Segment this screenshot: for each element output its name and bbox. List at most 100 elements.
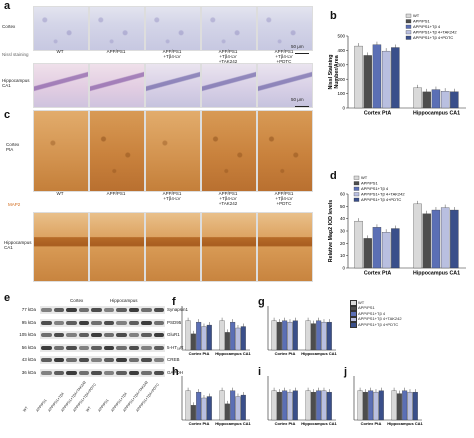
legend-swatch xyxy=(405,24,412,29)
map2-group-label-5: APP/PS1 +Tβ4-LV +PDTC xyxy=(274,191,294,206)
bar xyxy=(201,326,207,351)
blot-band xyxy=(78,358,89,362)
category-label: Hippocampus CA1 xyxy=(215,351,251,356)
category-label: Cortex PtA xyxy=(275,351,296,356)
bar xyxy=(391,47,400,109)
bar xyxy=(292,390,298,421)
blot-band xyxy=(141,320,152,325)
category-label: Hippocampus CA1 xyxy=(301,421,337,426)
blot-band xyxy=(141,370,152,375)
bar xyxy=(381,232,391,269)
blot-band xyxy=(91,370,102,375)
blot-band xyxy=(91,358,102,362)
nissl-group-label-2: APP/PS1 xyxy=(106,49,126,54)
bar xyxy=(391,390,397,421)
bar xyxy=(206,396,212,421)
bar xyxy=(440,91,450,109)
legend-label: APP/PS1 xyxy=(358,305,375,310)
blot-band xyxy=(153,370,164,375)
category-label: Cortex PtA xyxy=(364,271,392,277)
bar xyxy=(206,324,212,351)
blot-band xyxy=(78,320,89,325)
bar xyxy=(287,321,293,351)
nissl-cortex-tile-5 xyxy=(257,6,313,51)
bar xyxy=(402,390,408,421)
protein-label: GAPDH xyxy=(167,369,184,375)
blot-band xyxy=(53,358,64,362)
legend-label: WT xyxy=(361,175,368,180)
bar xyxy=(276,391,282,421)
bar xyxy=(412,391,418,421)
y-tick-label: 400 xyxy=(337,48,345,53)
blot-band xyxy=(66,345,77,350)
bar xyxy=(219,390,225,421)
chart-h: Cortex PtA Hippocampus CA1 xyxy=(181,376,252,426)
nissl-group-label-1: WT xyxy=(56,49,64,54)
panel-letter-a: a xyxy=(4,0,11,12)
blot-band xyxy=(141,333,152,337)
map2-cortex-tile-2 xyxy=(89,110,145,192)
bar xyxy=(391,228,400,269)
category-label: Cortex PtA xyxy=(364,111,392,117)
blot-strip xyxy=(40,368,165,377)
panel-letter-d: d xyxy=(330,170,337,182)
blot-strip xyxy=(40,331,165,339)
blot-band xyxy=(41,320,52,325)
blot-band xyxy=(78,370,89,375)
y-tick-label: 0 xyxy=(342,266,345,271)
legend-label: APP/PS1 xyxy=(361,181,378,186)
category-label: Cortex PtA xyxy=(275,421,296,426)
blot-band xyxy=(128,370,139,375)
nissl-hippocampus-tile-4 xyxy=(201,63,257,108)
y-tick-label: 60 xyxy=(340,192,346,197)
blot-band xyxy=(78,345,89,350)
blot-band xyxy=(116,345,127,350)
blot-band xyxy=(141,345,152,350)
panel-letter-j: j xyxy=(344,366,348,378)
legend-label: APP/PS1+Tβ 4 xyxy=(413,24,441,29)
bar xyxy=(240,394,246,421)
bar xyxy=(440,207,450,269)
legend-swatch xyxy=(350,300,357,306)
category-label: Cortex PtA xyxy=(361,421,382,426)
bar xyxy=(373,391,379,421)
blot-band xyxy=(66,370,77,375)
blot-band xyxy=(41,308,52,312)
blot-band xyxy=(153,320,164,325)
bar xyxy=(230,390,236,421)
category-label: Hippocampus CA1 xyxy=(413,271,460,277)
category-label: Hippocampus CA1 xyxy=(387,421,423,426)
bar xyxy=(224,403,230,421)
blot-band xyxy=(116,370,127,375)
bar xyxy=(354,220,363,269)
row-label-map2: MAP2 xyxy=(8,202,21,207)
bar xyxy=(185,390,191,421)
blot-band xyxy=(78,333,89,337)
bar xyxy=(431,209,441,269)
legend-swatch xyxy=(405,19,412,24)
nissl-cortex-tile-4 xyxy=(201,6,257,51)
legend-label: APP/PS1+Tβ 4+TAK242 xyxy=(413,30,457,35)
bar xyxy=(305,320,311,351)
blot-band xyxy=(53,333,64,337)
nissl-group-label-3: APP/PS1 +Tβ4-LV xyxy=(162,49,182,59)
map2-cortex-tile-4 xyxy=(201,110,257,192)
y-tick-label: 10 xyxy=(340,253,346,258)
blot-band xyxy=(153,308,164,312)
blot-band xyxy=(103,320,114,325)
legend-label: APP/PS1+Tβ 4+PDTC xyxy=(358,321,399,327)
blot-band xyxy=(128,320,139,325)
legend-swatch xyxy=(353,192,360,197)
legend-swatch xyxy=(350,305,357,311)
legend-label: WT xyxy=(358,299,365,305)
blot-band xyxy=(53,345,64,350)
bar xyxy=(431,89,441,109)
chart-d: 0 10 20 30 40 50 60 Relative Map2 IOD levels Cor… xyxy=(328,175,466,277)
bar xyxy=(316,320,322,351)
blot-strip xyxy=(40,343,165,352)
map2-cortex-tile-5 xyxy=(257,110,313,192)
y-tick-label: 20 xyxy=(340,241,346,246)
bar xyxy=(201,397,207,421)
blot-band xyxy=(66,320,77,325)
blot-band xyxy=(91,333,102,337)
